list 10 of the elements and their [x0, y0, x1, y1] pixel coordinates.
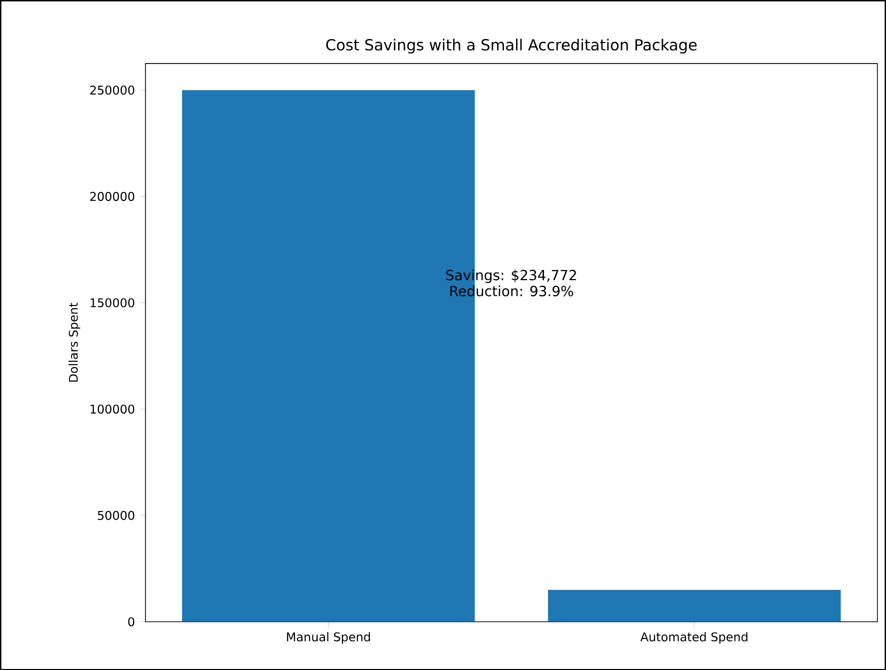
x-tick-label: Automated Spend [640, 632, 748, 644]
y-tick-label: 0 [128, 617, 134, 626]
y-tick-label: 150000 [90, 298, 134, 308]
y-axis-title: Dollars Spent [68, 302, 80, 382]
y-tick-label: 250000 [90, 85, 134, 95]
y-tick-label: 200000 [90, 192, 134, 201]
y-tick-label: 100000 [90, 404, 134, 414]
y-tick-label: 50000 [98, 510, 134, 520]
x-tick-label: Manual Spend [287, 632, 370, 644]
chart-title: Cost Savings with a Small Accreditation Package [326, 38, 697, 54]
